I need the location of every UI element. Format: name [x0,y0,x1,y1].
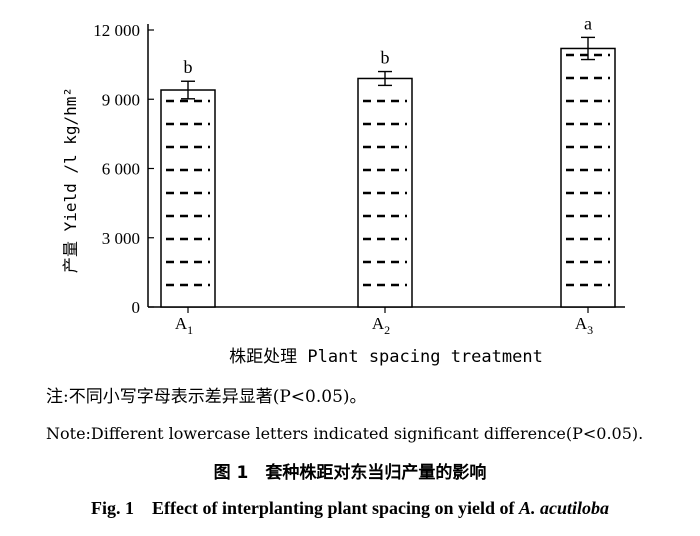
y-tick-label: 0 [132,298,141,317]
bar-group [160,36,616,308]
x-tick-label: A2 [372,314,390,337]
y-tick-label: 12 000 [93,21,140,40]
figure-title-english-text: Fig. 1 Effect of interplanting plant spa… [90,498,519,518]
x-tick-label: A3 [575,314,593,337]
bar-chart: 0 3 000 6 000 9 000 12 000 b A1 b A2 a A3 株距处理 Plan… [61,13,625,367]
y-tick-label: 6 000 [102,160,140,179]
bar-2 [357,70,413,308]
figure-title-chinese: 图 1 套种株距对东当归产量的影响 [213,463,487,483]
bar-rect [560,47,616,308]
significance-letter: a [584,13,592,33]
bar-3 [560,36,616,308]
note-english: Note:Different lowercase letters indicat… [46,424,644,443]
bar-rect [160,89,216,308]
y-tick-label: 3 000 [102,229,140,248]
note-chinese: 注:不同小写字母表示差异显著(P<0.05)。 [46,387,367,407]
bar-1 [160,80,216,308]
figure-title-species: A. acutiloba [519,498,610,518]
significance-letter: b [381,48,390,68]
x-tick-label: A1 [175,314,193,337]
figure-title-english: Fig. 1 Effect of interplanting plant spa… [0,494,700,520]
x-tick-label-subscript: 3 [587,323,593,337]
x-tick-label-subscript: 1 [187,323,193,337]
x-tick-label-subscript: 2 [384,323,390,337]
y-tick-label: 9 000 [102,90,140,109]
significance-letter: b [184,57,193,77]
chart-labels: 0 3 000 6 000 9 000 12 000 b A1 b A2 a A3 株距处理 Plan… [61,13,593,367]
x-axis-title: 株距处理 Plant spacing treatment [229,347,543,367]
y-axis-title: 产量 Yield /l kg/hm² [61,87,80,273]
